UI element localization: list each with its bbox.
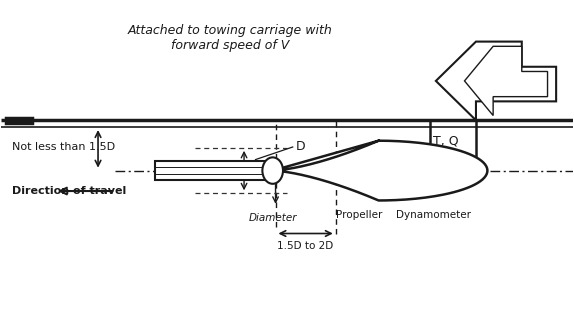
Text: Not less than 1.5D: Not less than 1.5D xyxy=(12,142,115,152)
Ellipse shape xyxy=(262,157,283,184)
Text: 1.5D to 2D: 1.5D to 2D xyxy=(277,241,333,251)
Text: Attached to towing carriage with
forward speed of V: Attached to towing carriage with forward… xyxy=(127,24,332,52)
Text: Diameter: Diameter xyxy=(249,213,297,223)
Text: Direction of travel: Direction of travel xyxy=(12,186,126,196)
Text: Propeller: Propeller xyxy=(336,210,382,220)
Text: Dynamometer: Dynamometer xyxy=(396,210,471,220)
Polygon shape xyxy=(273,141,487,200)
Polygon shape xyxy=(436,42,556,120)
Text: D: D xyxy=(296,141,305,154)
Text: T, Q: T, Q xyxy=(433,134,459,147)
Polygon shape xyxy=(464,46,548,116)
Bar xyxy=(156,161,276,180)
